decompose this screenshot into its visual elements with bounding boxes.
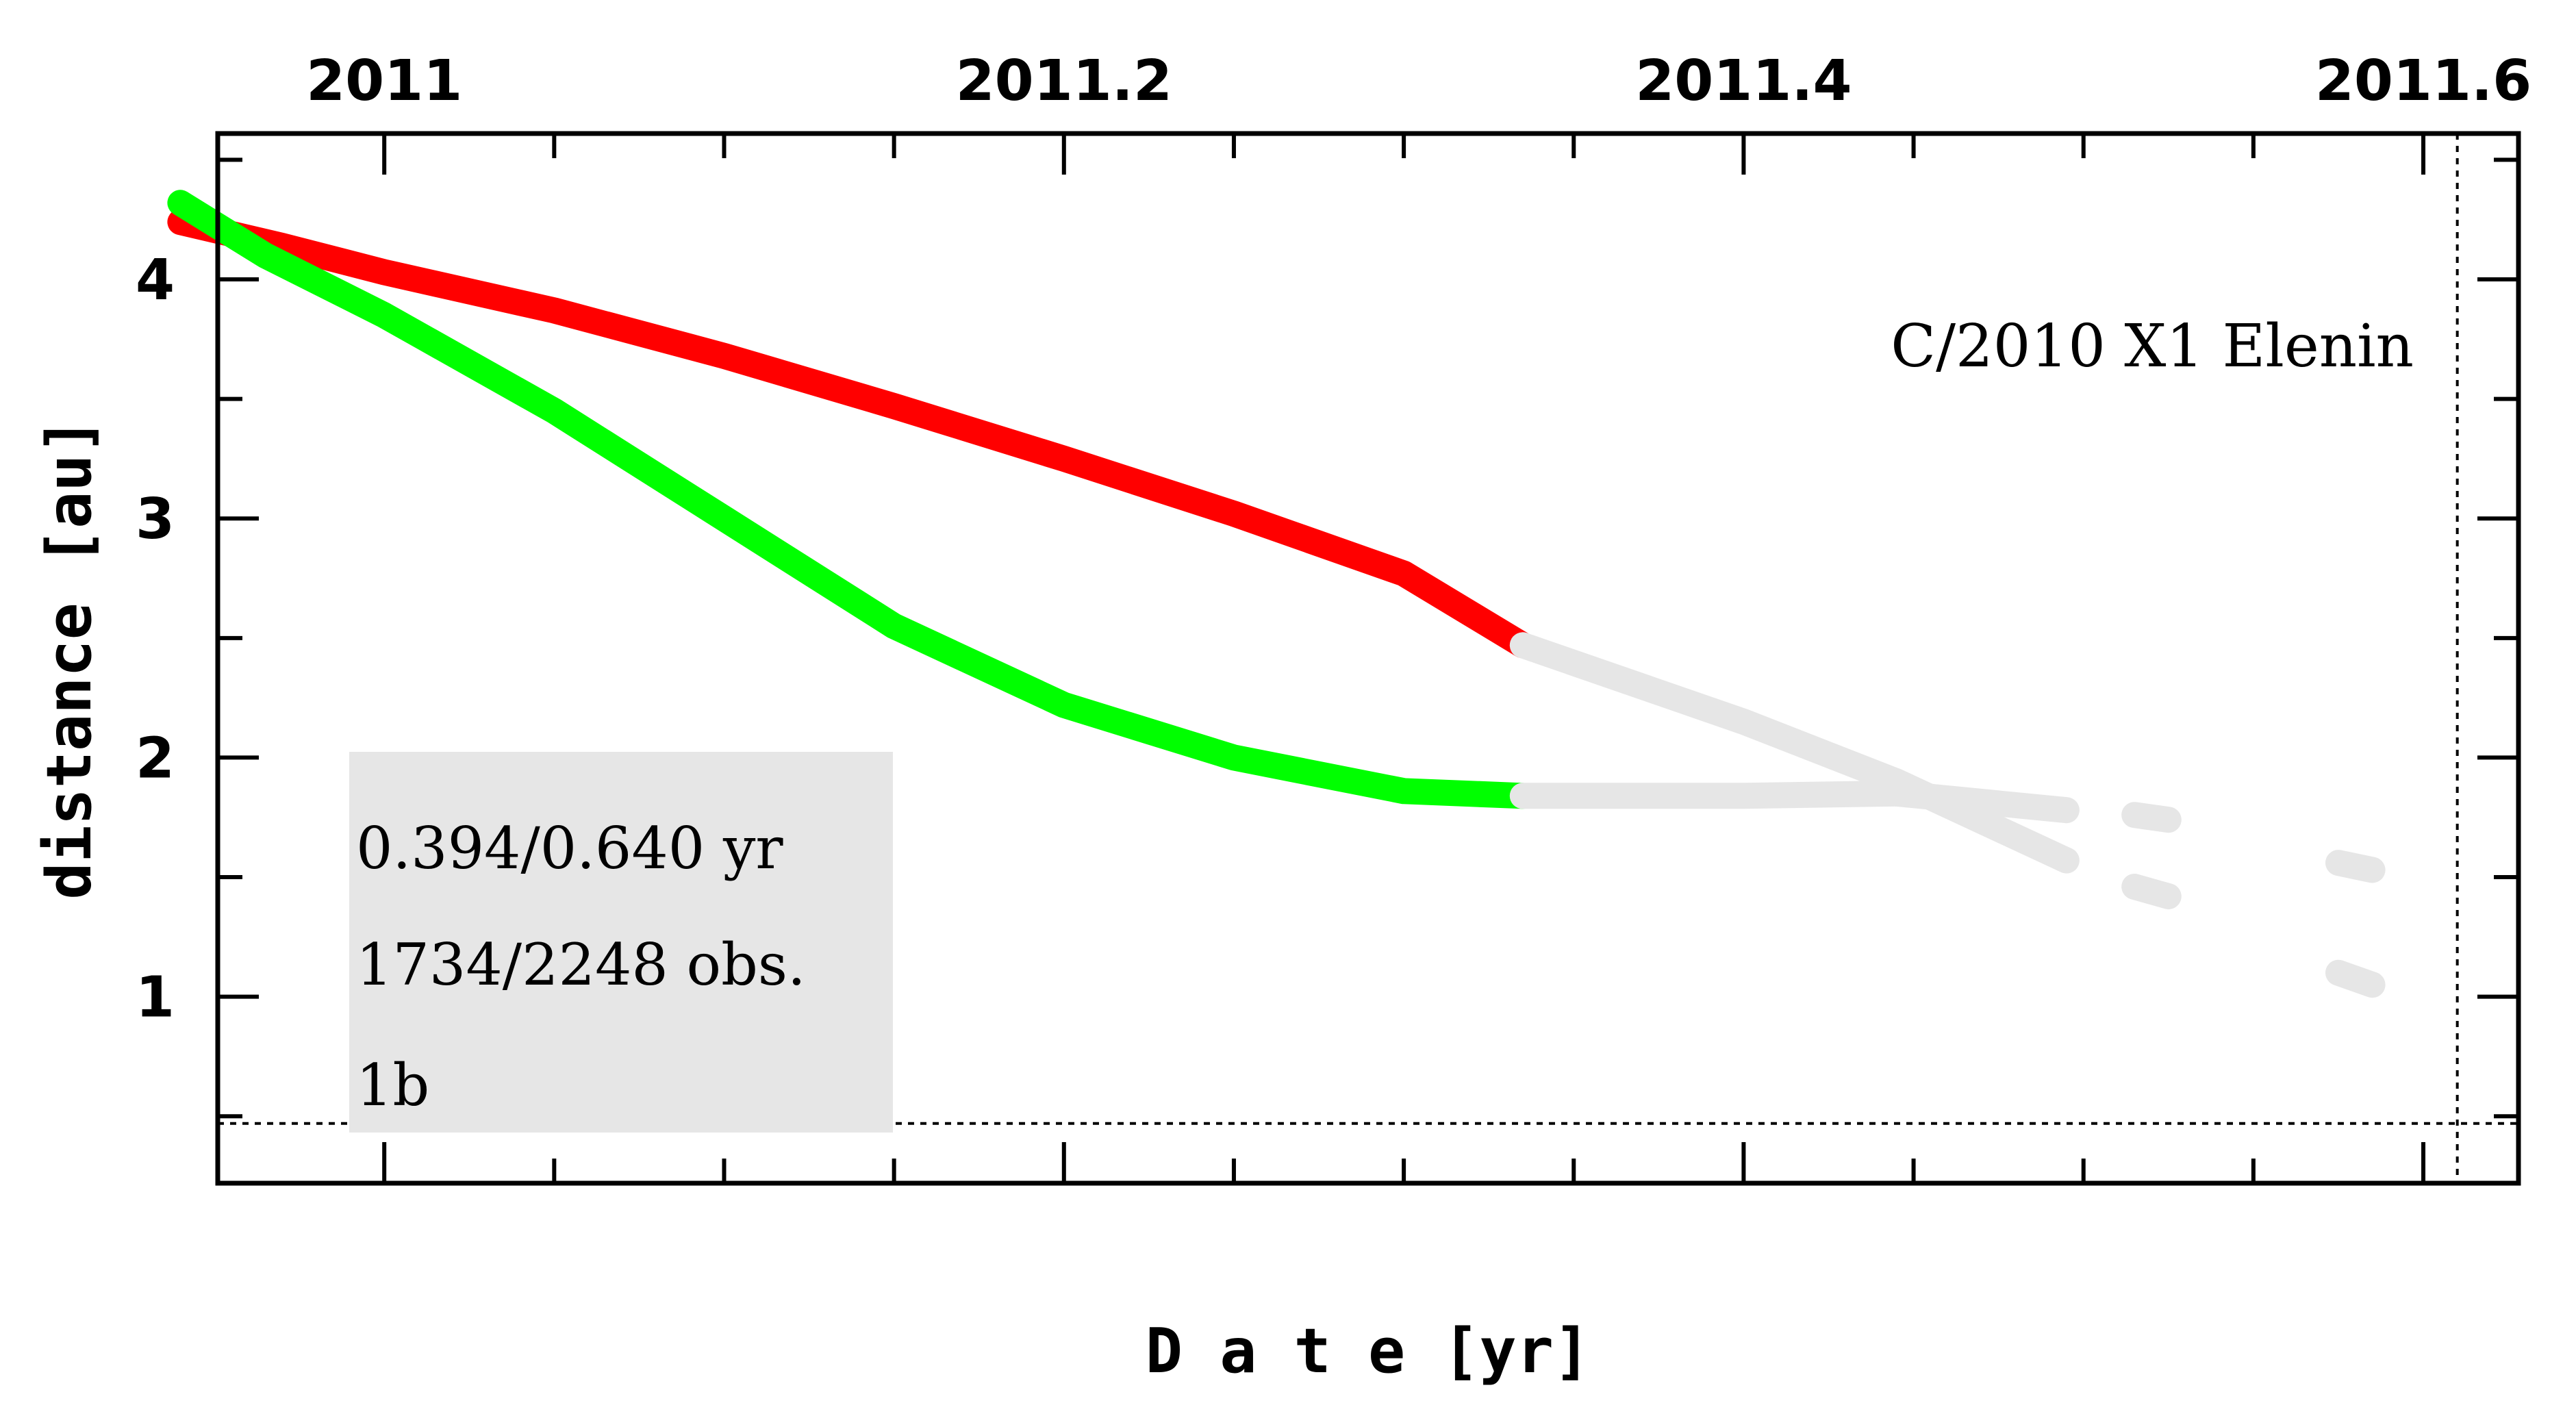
x-tick-label: 2011.4: [1635, 49, 1852, 114]
x-axis-title: D a t e [yr]: [1146, 1315, 1591, 1387]
series-1-segment-3: [2325, 959, 2386, 998]
axis-ticks: 2011 2011.2 2011.4 2011.6 1 2 3 4: [136, 49, 2531, 1183]
x-tick-label: 2011: [306, 49, 462, 114]
series-3-segment-1: [1883, 780, 2080, 824]
y-tick-label: 1: [136, 965, 175, 1031]
x-tick-label: 2011.2: [956, 49, 1172, 114]
comet-name-annotation: C/2010 X1 Elenin: [1891, 312, 2414, 381]
y-axis-title: distance [au]: [34, 417, 105, 899]
series-0-segment-0: [167, 209, 1536, 659]
series-3-segment-2: [2121, 802, 2182, 833]
series-3-segment-3: [2325, 850, 2386, 883]
series-2-segment-0: [167, 190, 1536, 809]
info-box-line: 1734/2248 obs.: [356, 931, 806, 998]
series-1-segment-0: [1509, 632, 1910, 795]
y-tick-label: 3: [136, 487, 175, 552]
info-box: 0.394/0.640 yr 1734/2248 obs. 1b: [349, 752, 893, 1133]
y-tick-label: 2: [136, 726, 175, 791]
series-1-segment-2: [2121, 874, 2182, 909]
info-box-background: [349, 752, 893, 1133]
info-box-line: 0.394/0.640 yr: [356, 815, 783, 882]
y-tick-label: 4: [136, 248, 175, 313]
plot-border: [215, 131, 2521, 1186]
series-3-segment-0: [1509, 780, 1910, 809]
series-layer: [167, 190, 2386, 998]
info-box-line: 1b: [356, 1052, 429, 1119]
x-tick-label: 2011.6: [2315, 49, 2531, 114]
